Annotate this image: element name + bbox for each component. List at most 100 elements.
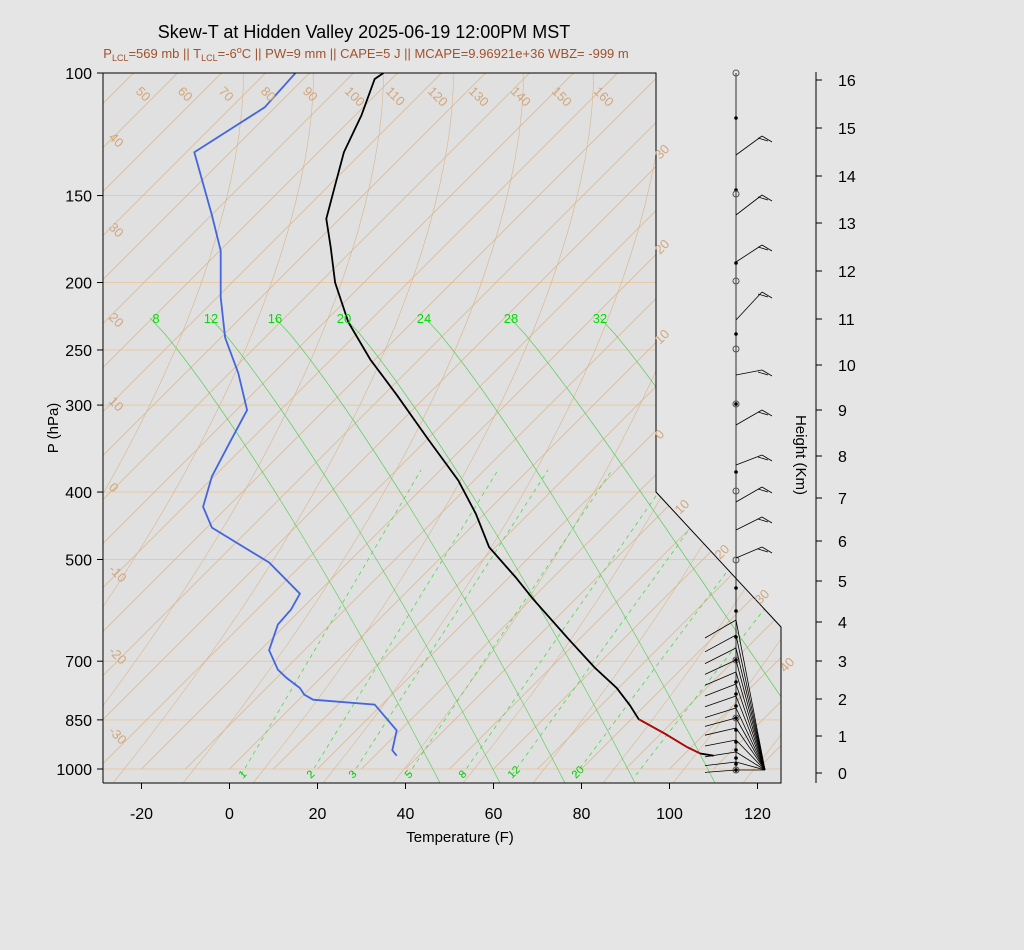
pressure-tick-label: 200 <box>65 276 92 293</box>
dry-adiabat-line <box>602 73 781 783</box>
moist-adiabat-label: 20 <box>337 311 351 326</box>
wind-barb <box>704 769 737 773</box>
height-axis-label: Height (Km) <box>792 415 809 495</box>
wind-barb-flag <box>761 454 773 462</box>
dry-adiabat-line <box>103 73 244 783</box>
isotherm-line <box>625 73 781 770</box>
isotherm-line <box>103 73 662 770</box>
wind-barb-flag <box>757 518 769 523</box>
chart-subtitle: PLCL=569 mb || TLCL=-6oC || PW=9 mm || C… <box>103 45 628 63</box>
wind-barb-flag <box>757 488 769 493</box>
moist-adiabat-line <box>509 317 781 783</box>
barb-station-dot <box>734 692 738 696</box>
height-tick-label: 9 <box>838 403 847 420</box>
dry-adiabat-line <box>112 73 454 783</box>
wind-barb <box>735 751 766 771</box>
wind-barb-flag <box>761 369 773 377</box>
temperature-tick-label: 0 <box>225 806 234 823</box>
temperature-tick-label: -20 <box>130 806 153 823</box>
wind-barb <box>704 671 737 686</box>
wind-barb <box>704 727 737 736</box>
dry-adiabat-line <box>742 73 781 783</box>
wind-barb-flag <box>757 196 769 201</box>
pressure-tick-label: 850 <box>65 713 92 730</box>
isotherm-line <box>103 73 398 770</box>
pressure-tick-label: 100 <box>65 66 92 83</box>
height-tick-label: 13 <box>838 216 856 233</box>
isotherm-line <box>581 73 781 770</box>
wind-barb <box>704 619 737 639</box>
mixing-ratio-line <box>407 469 613 776</box>
height-tick-label: 0 <box>838 766 847 783</box>
height-tick-label: 3 <box>838 654 847 671</box>
isotherm-line <box>103 73 706 770</box>
isotherm-line <box>802 73 1024 769</box>
barb-station-dot <box>734 609 738 613</box>
temperature-tick-label: 40 <box>397 806 415 823</box>
wind-barb <box>735 695 766 771</box>
dry-adiabat-line <box>322 73 664 783</box>
dry-adiabat-line <box>672 73 781 783</box>
wind-barb-flag <box>761 486 773 494</box>
wind-barb <box>735 486 763 503</box>
pressure-tick-label: 150 <box>65 189 92 206</box>
pressure-tick-label: 400 <box>65 485 92 502</box>
calm-circle <box>732 556 740 564</box>
barb-station-dot <box>734 116 738 120</box>
profile-lines <box>193 73 714 757</box>
isotherm-line <box>103 73 618 770</box>
profile-parcel <box>638 718 701 755</box>
profile-temperature <box>325 73 714 757</box>
isotherm-line <box>103 73 266 770</box>
wind-barb <box>704 761 737 766</box>
height-tick-label: 5 <box>838 574 847 591</box>
calm-circle <box>732 345 740 353</box>
wind-barb <box>735 619 766 771</box>
isotherm-line <box>890 73 1024 769</box>
plot-area <box>103 73 781 783</box>
height-tick-label: 11 <box>838 312 855 329</box>
wind-barb <box>704 707 737 718</box>
height-tick-label: 8 <box>838 449 847 466</box>
isotherm-line <box>103 73 750 770</box>
barb-station-dot <box>734 748 738 752</box>
wind-barb-flag <box>757 411 769 416</box>
barb-station-dot <box>734 756 738 760</box>
wind-barb <box>735 671 766 771</box>
dry-adiabat-line <box>103 73 314 783</box>
wind-barb-flag <box>757 293 769 298</box>
wind-barb <box>735 761 766 771</box>
y-axis-label: P (hPa) <box>45 403 62 454</box>
isotherm-line <box>103 73 222 770</box>
wind-barb <box>735 546 763 559</box>
barb-station-dot <box>734 402 738 406</box>
wind-barb-flag <box>761 135 773 143</box>
barb-station-dot <box>734 470 738 474</box>
isotherm-line <box>103 73 310 770</box>
wind-barb <box>704 739 737 747</box>
wind-barb <box>735 194 763 216</box>
wind-barb <box>735 717 766 771</box>
isotherm-line <box>846 73 1024 769</box>
pressure-tick-label: 1000 <box>56 762 92 779</box>
wind-barb <box>735 454 763 466</box>
wind-barb <box>735 369 763 376</box>
moist-adiabat-label: 8 <box>152 311 159 326</box>
moist-adiabat-label: 32 <box>593 311 607 326</box>
isotherm-line <box>103 73 530 770</box>
calm-circle <box>732 190 740 198</box>
moist-adiabat-label: 16 <box>268 311 282 326</box>
wind-barb <box>735 683 766 771</box>
wind-barb-flag <box>757 246 769 251</box>
pressure-tick-label: 500 <box>65 552 92 569</box>
pressure-axis: 100 150 200 250 300 400 500 700 850 1000 <box>56 66 103 779</box>
wind-barb <box>704 717 737 727</box>
wind-barb-flag <box>761 244 773 252</box>
wind-barb-flag <box>761 409 773 417</box>
x-axis-label: Temperature (F) <box>406 829 514 846</box>
wind-barb-flag <box>761 194 773 202</box>
barb-station-dot <box>734 586 738 590</box>
barb-station-dot <box>734 704 738 708</box>
moist-adiabat-line <box>424 317 716 783</box>
